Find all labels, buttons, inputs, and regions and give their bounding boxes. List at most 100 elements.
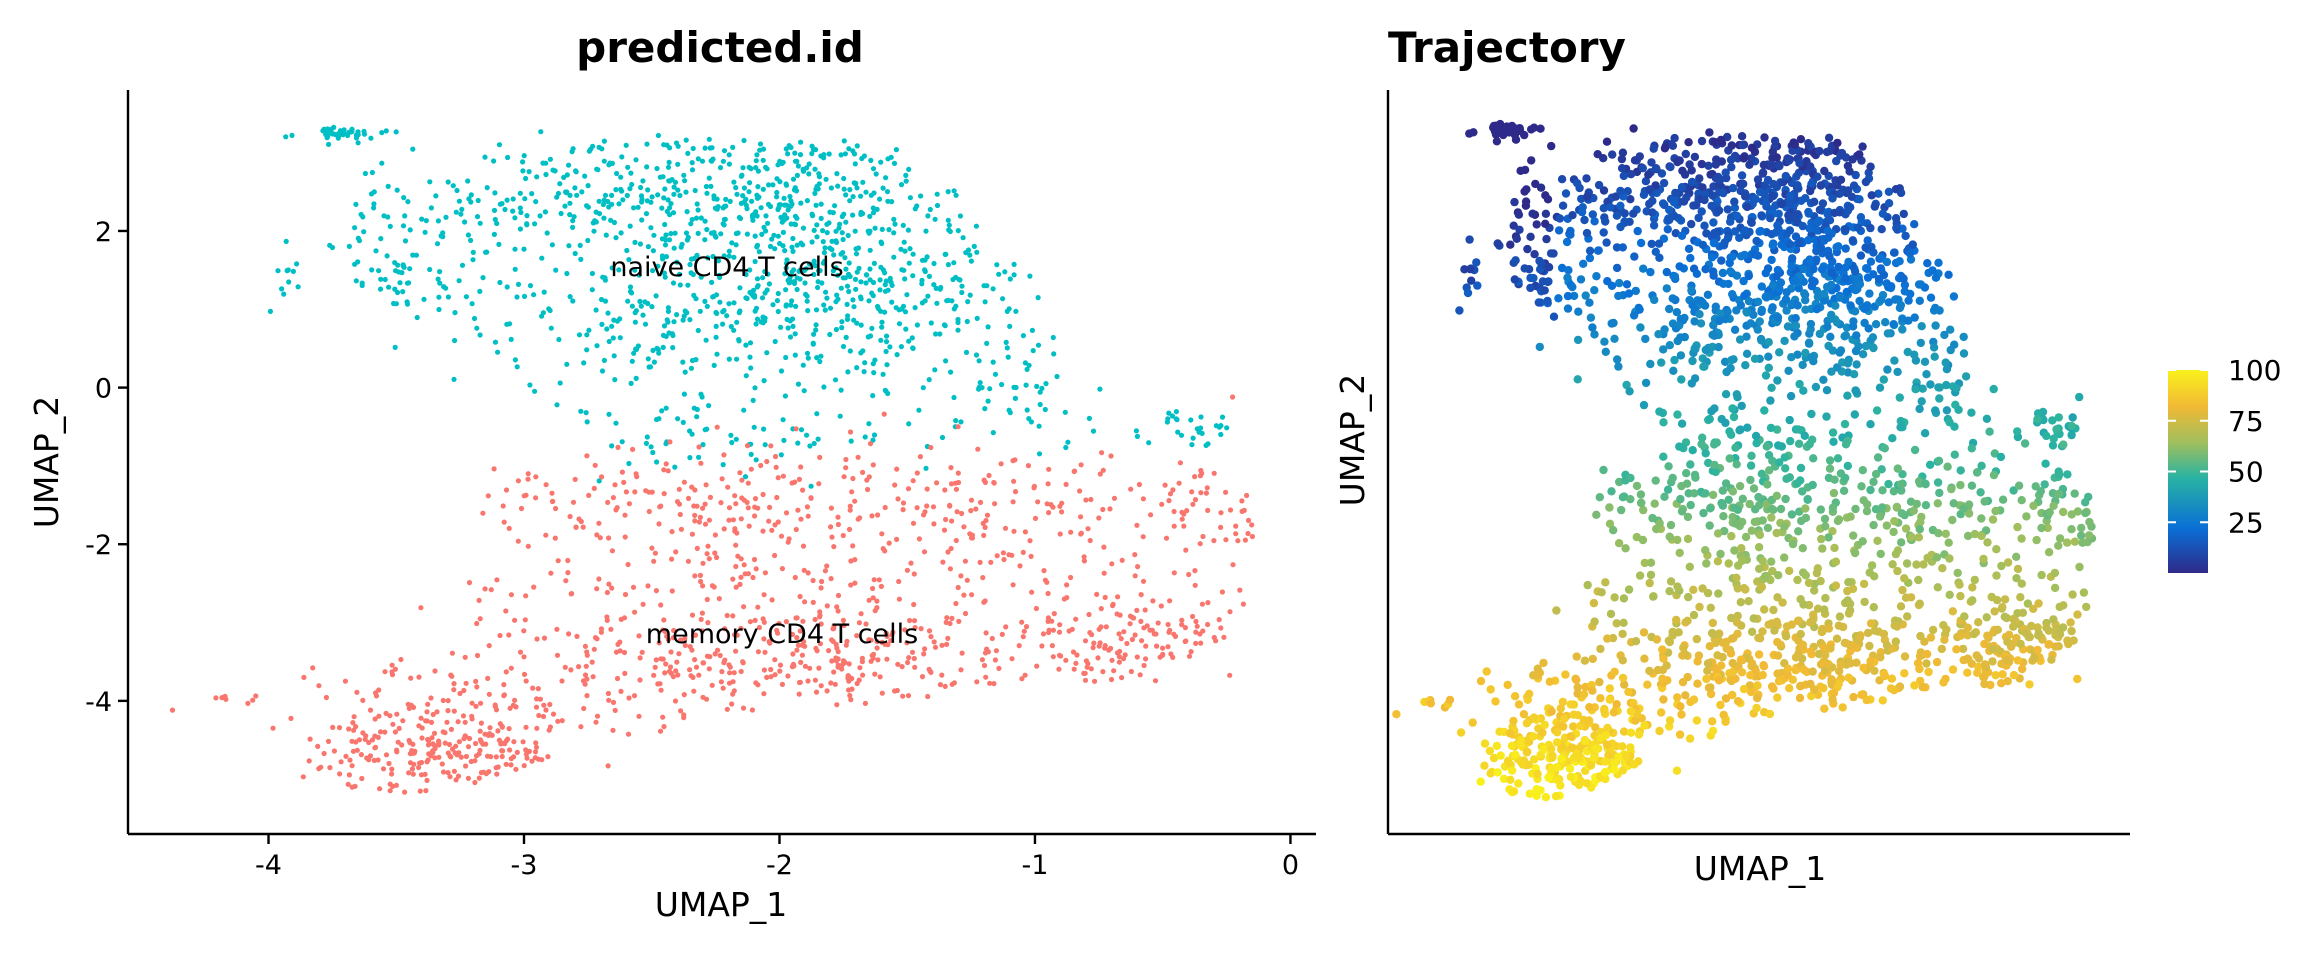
point-naive-cd4 [818, 201, 824, 207]
point-naive-cd4 [563, 189, 569, 195]
point-naive-cd4 [783, 302, 790, 308]
trajectory-point [1651, 476, 1660, 485]
point-memory-cd4 [583, 663, 589, 669]
trajectory-point [1698, 240, 1708, 250]
trajectory-point [1989, 384, 1998, 394]
point-memory-cd4 [721, 452, 727, 458]
point-memory-cd4 [726, 517, 732, 523]
point-memory-cd4 [792, 479, 798, 485]
point-memory-cd4 [1136, 481, 1142, 488]
point-memory-cd4 [692, 512, 698, 519]
trajectory-point [1858, 350, 1868, 359]
point-naive-cd4 [602, 275, 608, 281]
trajectory-point [1660, 325, 1669, 334]
point-memory-cd4 [1230, 562, 1236, 568]
point-naive-cd4 [920, 385, 926, 391]
point-naive-cd4 [391, 300, 397, 307]
point-memory-cd4 [486, 691, 492, 697]
point-memory-cd4 [783, 619, 790, 625]
trajectory-point [1809, 454, 1818, 463]
point-memory-cd4 [1045, 481, 1051, 487]
trajectory-point [1808, 667, 1817, 676]
point-naive-cd4 [627, 284, 634, 290]
point-memory-cd4 [720, 685, 726, 691]
point-memory-cd4 [899, 664, 905, 670]
trajectory-point [1843, 359, 1853, 368]
trajectory-point [1768, 147, 1778, 157]
point-memory-cd4 [474, 652, 481, 659]
point-memory-cd4 [1103, 624, 1109, 630]
point-memory-cd4 [592, 462, 598, 468]
point-naive-cd4 [734, 191, 740, 197]
trajectory-point [1733, 154, 1743, 163]
point-naive-cd4 [628, 380, 634, 386]
trajectory-point [1933, 499, 1943, 508]
point-memory-cd4 [649, 489, 655, 495]
point-naive-cd4 [512, 266, 518, 272]
point-naive-cd4 [650, 268, 656, 274]
point-naive-cd4 [774, 194, 780, 200]
point-memory-cd4 [488, 754, 494, 760]
trajectory-point [1991, 671, 2000, 680]
point-memory-cd4 [501, 519, 507, 525]
trajectory-point [1728, 690, 1737, 700]
point-naive-cd4 [685, 282, 691, 288]
point-memory-cd4 [432, 743, 438, 749]
y-axis-ticks: -4-202 [85, 217, 128, 718]
trajectory-point [1835, 612, 1845, 621]
point-memory-cd4 [939, 642, 945, 648]
trajectory-point [1742, 308, 1752, 317]
trajectory-point [1991, 506, 2000, 516]
trajectory-point [1710, 137, 1720, 147]
point-memory-cd4 [1056, 666, 1062, 672]
trajectory-point [1738, 494, 1748, 503]
point-naive-cd4 [346, 243, 352, 249]
point-memory-cd4 [436, 754, 442, 760]
trajectory-point [1775, 161, 1784, 171]
point-memory-cd4 [850, 543, 856, 549]
trajectory-point [2003, 558, 2013, 567]
point-naive-cd4 [382, 276, 388, 283]
trajectory-point [1593, 246, 1603, 255]
trajectory-point [1728, 183, 1738, 193]
point-naive-cd4 [1190, 435, 1196, 441]
point-naive-cd4 [753, 209, 759, 215]
point-naive-cd4 [567, 192, 573, 198]
point-naive-cd4 [840, 343, 847, 350]
point-memory-cd4 [1179, 617, 1185, 623]
trajectory-point [1688, 356, 1697, 366]
trajectory-point [1786, 391, 1796, 401]
trajectory-point [1705, 414, 1714, 424]
point-memory-cd4 [591, 485, 597, 491]
point-naive-cd4 [453, 209, 459, 215]
point-memory-cd4 [613, 507, 619, 513]
trajectory-point [1756, 226, 1765, 236]
point-memory-cd4 [802, 599, 808, 605]
point-naive-cd4 [619, 154, 625, 160]
point-memory-cd4 [448, 726, 454, 733]
point-naive-cd4 [977, 380, 983, 386]
point-memory-cd4 [478, 700, 484, 706]
point-memory-cd4 [892, 482, 898, 488]
point-naive-cd4 [852, 276, 859, 282]
trajectory-point [1753, 693, 1762, 703]
trajectory-point [1947, 484, 1956, 494]
trajectory-point [1534, 298, 1544, 307]
trajectory-point [1719, 241, 1729, 250]
point-memory-cd4 [626, 501, 633, 507]
point-memory-cd4 [795, 642, 802, 648]
point-naive-cd4 [847, 187, 853, 193]
trajectory-point [1903, 347, 1913, 357]
point-memory-cd4 [846, 661, 852, 667]
point-memory-cd4 [546, 727, 552, 733]
point-naive-cd4 [976, 386, 982, 392]
point-naive-cd4 [754, 213, 760, 219]
point-naive-cd4 [928, 320, 934, 326]
point-naive-cd4 [633, 308, 640, 314]
point-naive-cd4 [510, 208, 516, 214]
trajectory-point [1942, 380, 1951, 390]
trajectory-point [1573, 375, 1582, 384]
trajectory-point [1946, 325, 1955, 334]
point-memory-cd4 [948, 465, 954, 471]
point-naive-cd4 [846, 288, 852, 295]
